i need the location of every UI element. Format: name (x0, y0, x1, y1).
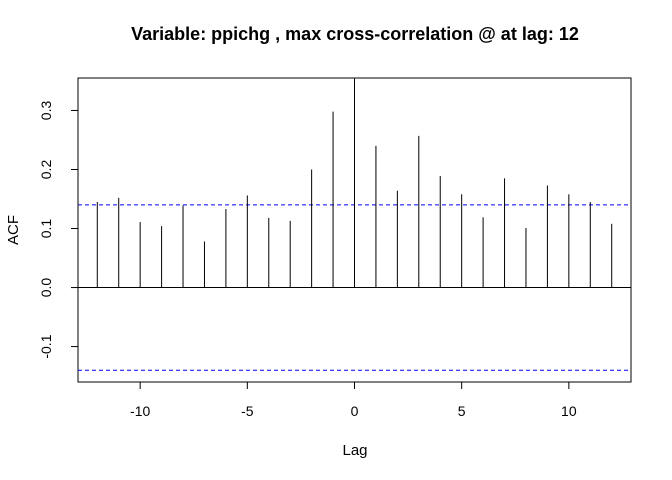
x-tick-label: -5 (241, 403, 254, 419)
y-tick-label: 0.2 (38, 160, 54, 180)
chart-title: Variable: ppichg , max cross-correlation… (131, 24, 579, 44)
y-tick-label: 0.1 (38, 219, 54, 239)
x-tick-label: 5 (458, 403, 466, 419)
axes: -10 -5 0 5 10 -0.1 0.0 0.1 0.2 0.3 (38, 101, 577, 419)
y-axis-label: ACF (5, 215, 22, 245)
x-tick-label: 10 (561, 403, 577, 419)
x-axis-label: Lag (342, 442, 367, 459)
y-tick-label: 0.3 (38, 101, 54, 121)
y-tick-label: 0.0 (38, 278, 54, 298)
y-tick-label: -0.1 (38, 334, 54, 358)
chart-marks (78, 78, 631, 371)
x-tick-label: -10 (130, 403, 150, 419)
x-tick-label: 0 (351, 403, 359, 419)
